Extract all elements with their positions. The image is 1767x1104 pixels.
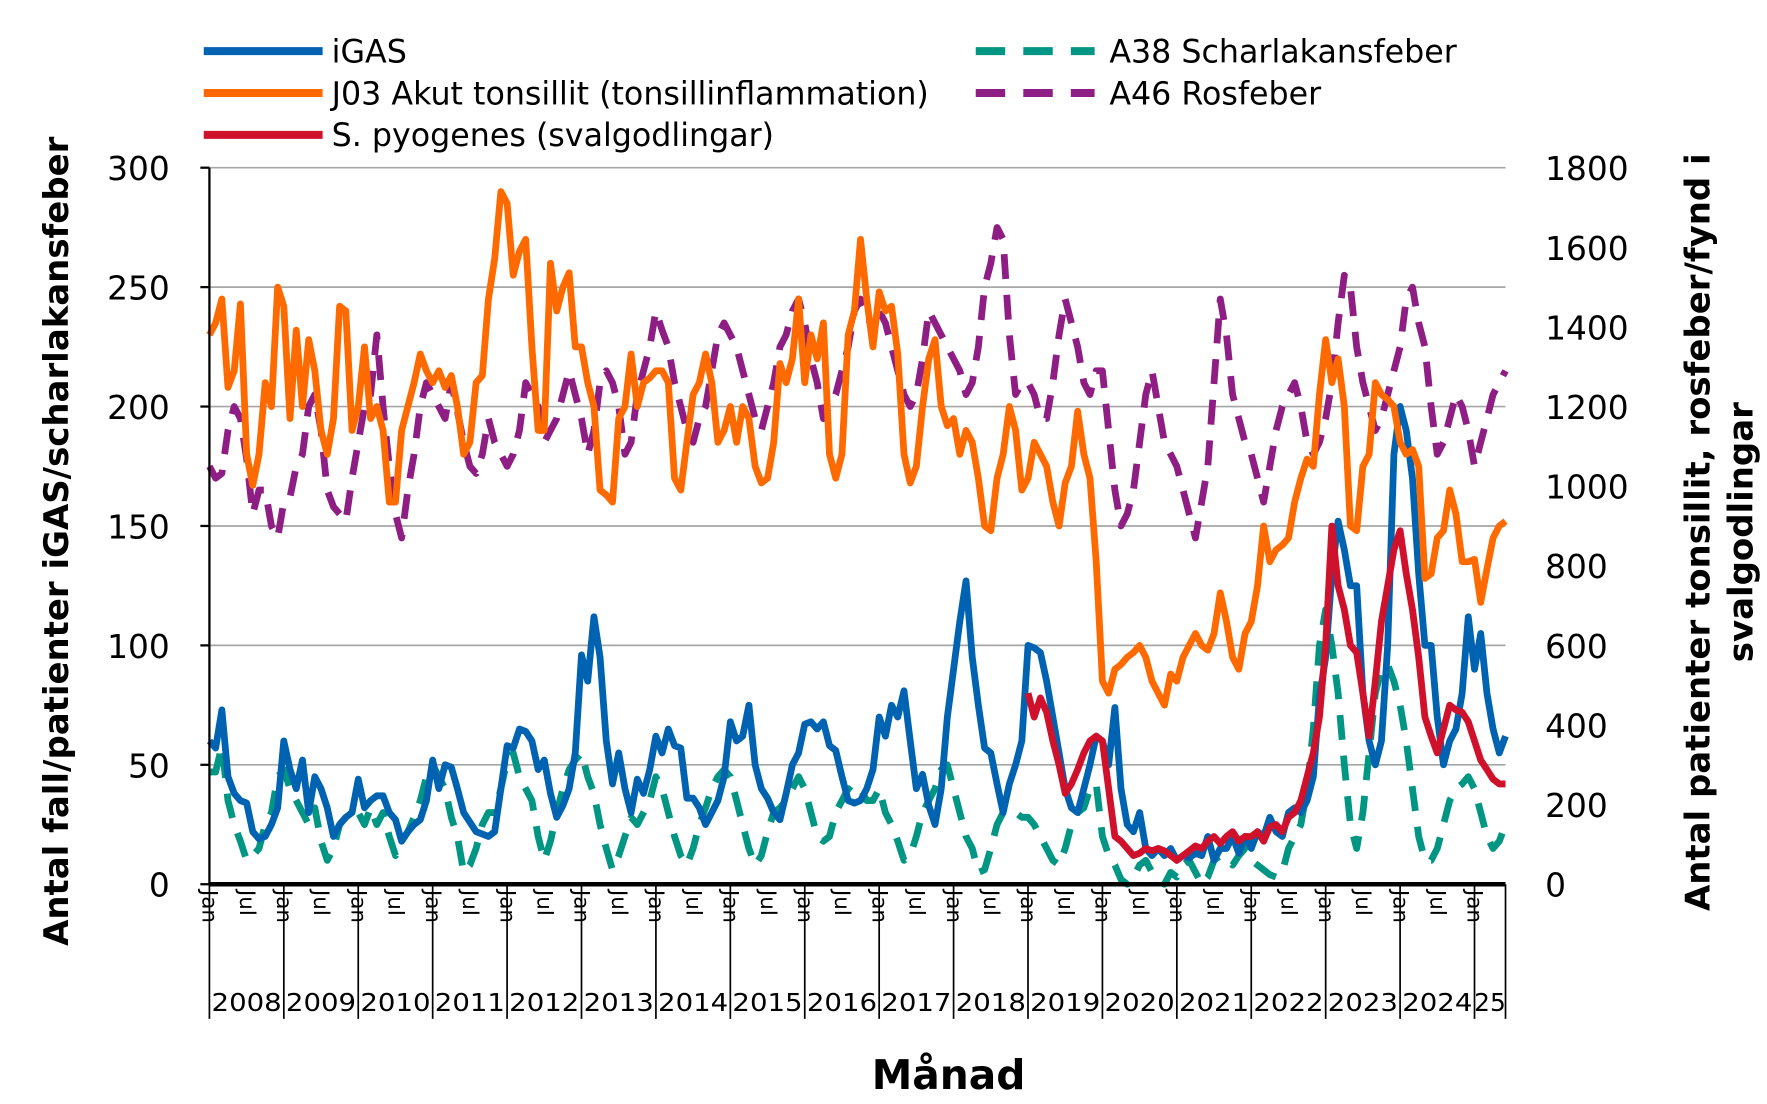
left-tick-label: 200: [107, 389, 170, 427]
month-tick-label: Jan: [420, 888, 445, 923]
year-label: 2020: [1105, 988, 1175, 1017]
right-axis-title-line2: svalgodlingar: [1721, 402, 1761, 662]
month-tick-label: Jul: [755, 888, 780, 916]
left-tick-label: 0: [149, 867, 170, 905]
left-tick-label: 100: [107, 628, 170, 666]
year-label: 2012: [509, 988, 579, 1017]
year-label: 2014: [658, 988, 728, 1017]
series-line-igas: [206, 403, 1509, 864]
left-axis-title: Antal fall/patienter iGAS/scharlakansfeb…: [37, 136, 77, 946]
year-label: 2013: [584, 988, 654, 1017]
month-tick-label: Jul: [1276, 888, 1301, 916]
year-label: 2011: [435, 988, 505, 1017]
year-label: 2015: [732, 988, 802, 1017]
month-tick-label: Jan: [345, 888, 370, 923]
year-label: 2023: [1328, 988, 1398, 1017]
month-tick-label: Jan: [643, 888, 668, 923]
year-label: 2024: [1402, 988, 1472, 1017]
month-tick-label: Jan: [1090, 888, 1115, 923]
year-label: 2022: [1253, 988, 1323, 1017]
right-tick-label: 0: [1545, 867, 1566, 905]
month-tick-label: Jan: [197, 888, 222, 923]
right-tick-label: 800: [1545, 548, 1608, 586]
right-tick-label: 1800: [1545, 150, 1629, 188]
legend-label: A46 Rosfeber: [1109, 76, 1322, 112]
month-tick-label: Jan: [1238, 888, 1263, 923]
month-tick-label: Jul: [308, 888, 333, 916]
left-tick-label: 300: [107, 150, 170, 188]
month-tick-label: Jul: [1350, 888, 1375, 916]
right-tick-label: 400: [1545, 707, 1608, 745]
right-tick-label: 1000: [1545, 469, 1629, 507]
month-tick-label: Jul: [1052, 888, 1077, 916]
year-label: 2009: [286, 988, 356, 1017]
series-line-a38: [209, 606, 1509, 888]
legend-label: iGAS: [332, 34, 407, 70]
month-tick-label: Jan: [792, 888, 817, 923]
series-lines: [206, 188, 1509, 888]
year-label: 2021: [1179, 988, 1249, 1017]
month-tick-label: Jul: [383, 888, 408, 916]
month-tick-label: Jul: [234, 888, 259, 916]
right-tick-label: 1400: [1545, 309, 1629, 347]
month-tick-label: Jan: [494, 888, 519, 923]
month-tick-label: Jan: [271, 888, 296, 923]
month-tick-label: Jan: [1462, 888, 1487, 923]
month-tick-label: Jul: [1201, 888, 1226, 916]
left-tick-label: 50: [128, 747, 170, 785]
month-tick-label: Jan: [1387, 888, 1412, 923]
legend-label: S. pyogenes (svalgodlingar): [332, 118, 774, 154]
right-axis-title-line1: Antal patienter tonsillit, rosfeber/fynd…: [1678, 153, 1718, 911]
month-tick-label: Jul: [606, 888, 631, 916]
year-label: 25: [1474, 988, 1506, 1017]
right-tick-label: 1600: [1545, 230, 1629, 268]
month-tick-label: Jan: [1313, 888, 1338, 923]
left-tick-label: 250: [107, 270, 170, 308]
month-tick-label: Jul: [1425, 888, 1450, 916]
month-tick-label: Jul: [680, 888, 705, 916]
month-tick-label: Jul: [457, 888, 482, 916]
right-tick-label: 1200: [1545, 389, 1629, 427]
axes: 0 50 100 150 200 250 300 0 200 400 600 800 1000 1200 1…: [107, 150, 1629, 1019]
month-tick-label: Jul: [1127, 888, 1152, 916]
legend: iGAS J03 Akut tonsillit (tonsillinflammat…: [203, 34, 1458, 154]
month-tick-label: Jan: [866, 888, 891, 923]
year-label: 2019: [1030, 988, 1100, 1017]
year-label: 2017: [881, 988, 951, 1017]
right-tick-label: 600: [1545, 628, 1608, 666]
left-tick-label: 150: [107, 508, 170, 546]
year-label: 2008: [212, 988, 282, 1017]
month-tick-label: Jul: [532, 888, 557, 916]
legend-label: J03 Akut tonsillit (tonsillinflammation): [330, 76, 929, 112]
year-label: 2016: [807, 988, 877, 1017]
month-tick-label: Jan: [718, 888, 743, 923]
month-tick-label: Jan: [1164, 888, 1189, 923]
month-tick-label: Jan: [1015, 888, 1040, 923]
year-label: 2018: [956, 988, 1026, 1017]
right-tick-label: 200: [1545, 787, 1608, 825]
x-axis-title: Månad: [872, 1051, 1026, 1099]
series-line-j03: [206, 188, 1508, 709]
series-line-s: [1024, 522, 1506, 864]
legend-label: A38 Scharlakansfeber: [1109, 34, 1457, 70]
month-tick-label: Jan: [941, 888, 966, 923]
month-tick-label: Jul: [904, 888, 929, 916]
year-label: 2010: [360, 988, 430, 1017]
month-tick-label: Jan: [569, 888, 594, 923]
month-tick-label: Jul: [978, 888, 1003, 916]
month-tick-label: Jul: [829, 888, 854, 916]
